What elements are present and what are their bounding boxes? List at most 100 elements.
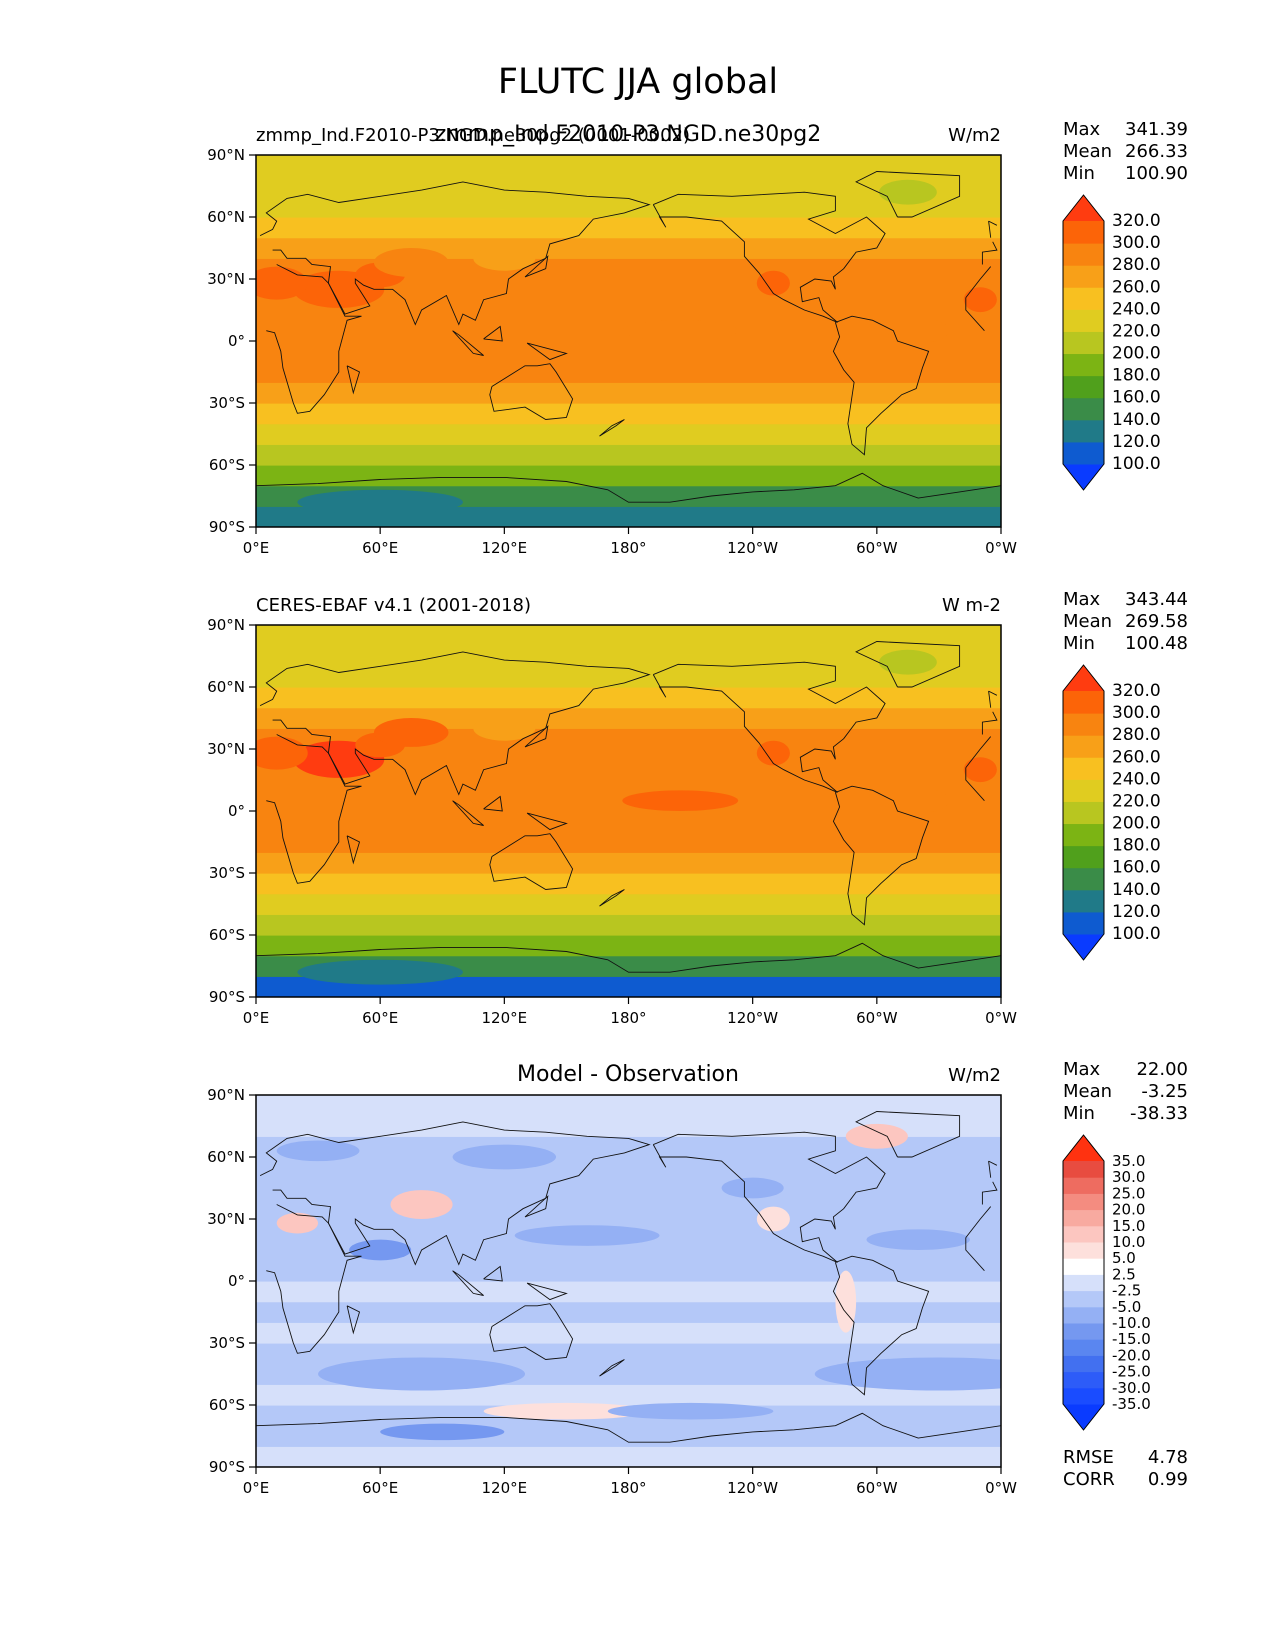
stat-min-label: Min <box>1063 163 1095 184</box>
zonal-band <box>256 645 1001 667</box>
map-field-difference <box>256 1095 1001 1467</box>
colorbar-bin <box>1063 287 1104 310</box>
colorbar-bin <box>1063 1209 1104 1227</box>
anomaly-region <box>756 740 790 766</box>
y-tick-label: 0° <box>228 332 245 350</box>
y-tick-label: 60°S <box>209 1396 245 1414</box>
zonal-band <box>256 852 1001 874</box>
x-tick-label: 60°W <box>856 1009 898 1027</box>
colorbar-bin <box>1063 353 1104 377</box>
stat-rmse-value: 4.78 <box>1148 1447 1188 1468</box>
anomaly-region <box>866 1229 970 1250</box>
coastline <box>965 1237 985 1272</box>
x-tick-label: 60°E <box>362 539 398 557</box>
y-tick-label: 60°S <box>209 456 245 474</box>
colorbar-tick-label: -5.0 <box>1112 1298 1141 1316</box>
colorbar-bin <box>1063 911 1104 935</box>
zonal-band <box>256 1136 1001 1158</box>
colorbar-tick-label: 200.0 <box>1112 344 1161 364</box>
coastline <box>489 833 574 890</box>
coastline <box>346 365 361 395</box>
coastline <box>256 942 1001 973</box>
panel-title: Model - Observation <box>517 1062 739 1087</box>
anomaly-region <box>318 1357 526 1391</box>
anomaly-region <box>380 1423 505 1441</box>
colorbar-bin <box>1063 1274 1104 1292</box>
coastline <box>599 419 625 437</box>
coastline <box>965 767 985 802</box>
anomaly-region <box>256 266 308 300</box>
zonal-band <box>256 1239 1001 1261</box>
panel-units: W m-2 <box>942 595 1001 616</box>
anomaly-region <box>483 1402 650 1420</box>
y-tick-label: 90°N <box>207 1086 245 1104</box>
stats-block: Max 341.39 Mean 266.33 Min 100.90 <box>1063 119 1188 184</box>
panel-model: zmmp_Ind.F2010-P3.NGD.ne30pg2 zmmp_Ind.F… <box>207 119 1188 557</box>
colorbar-tick-label: -2.5 <box>1112 1282 1141 1300</box>
coastline <box>981 711 998 735</box>
stat-max-value: 343.44 <box>1125 589 1188 610</box>
x-tick-label: 0°E <box>243 1009 270 1027</box>
anomaly-region <box>622 790 739 812</box>
coastline <box>483 1265 503 1282</box>
x-tick-label: 60°W <box>856 539 898 557</box>
colorbar-bin <box>1063 1290 1104 1308</box>
zonal-band <box>256 423 1001 445</box>
x-tick-label: 60°E <box>362 1009 398 1027</box>
zonal-band <box>256 155 1001 177</box>
coastline <box>526 812 568 831</box>
colorbar-tick-label: 2.5 <box>1112 1265 1136 1283</box>
zonal-band <box>256 1322 1001 1344</box>
stats-block: Max 22.00 Mean -3.25 Min -38.33 <box>1063 1059 1188 1124</box>
colorbar-bin <box>1063 1323 1104 1340</box>
colorbar-bin <box>1063 1355 1104 1373</box>
anomaly-region <box>845 1123 908 1149</box>
stat-mean-label: Mean <box>1063 1081 1112 1102</box>
coastline <box>526 342 568 361</box>
colorbar-extend-min <box>1063 464 1104 490</box>
zonal-band <box>256 831 1001 853</box>
colorbar-bin <box>1063 1339 1104 1356</box>
stat-min-value: -38.33 <box>1130 1103 1188 1124</box>
colorbar-tick-label: 15.0 <box>1112 1217 1145 1235</box>
colorbar-tick-label: 300.0 <box>1112 703 1161 723</box>
stat-mean-value: 266.33 <box>1125 141 1188 162</box>
zonal-band <box>256 1095 1001 1117</box>
y-tick-label: 60°S <box>209 926 245 944</box>
colorbar-tick-label: 20.0 <box>1112 1201 1145 1219</box>
coastline <box>652 1131 886 1263</box>
colorbar-tick-label: 280.0 <box>1112 255 1161 275</box>
stat-mean-label: Mean <box>1063 611 1112 632</box>
coastline <box>965 736 992 768</box>
anomaly-region <box>607 1402 774 1420</box>
colorbar-bin <box>1063 375 1104 399</box>
colorbar-bin <box>1063 889 1104 913</box>
stat-min-label: Min <box>1063 1103 1095 1124</box>
colorbar-extend-max <box>1063 665 1104 691</box>
coastline <box>489 363 574 420</box>
colorbar-tick-label: 240.0 <box>1112 299 1161 319</box>
zonal-band <box>256 175 1001 197</box>
coastline <box>981 241 998 265</box>
panel-difference: Model - Observation W/m2 90°N 60°N 30°N 0° 3… <box>207 1059 1188 1497</box>
panel-observation: CERES-EBAF v4.1 (2001-2018) W m-2 90°N 60… <box>207 589 1188 1027</box>
colorbar-bin <box>1063 221 1104 244</box>
zonal-band <box>256 935 1001 957</box>
stat-max-value: 22.00 <box>1136 1059 1188 1080</box>
anomaly-region <box>835 1270 857 1333</box>
colorbar-bin <box>1063 1193 1104 1211</box>
colorbar-outline <box>1062 194 1105 491</box>
colorbar-extend-max <box>1063 1135 1104 1161</box>
zonal-band <box>256 976 1001 997</box>
anomaly-region <box>390 1190 453 1219</box>
colorbar-tick-label: 25.0 <box>1112 1184 1145 1202</box>
anomaly-region <box>963 287 997 313</box>
colorbar-tick-label: 180.0 <box>1112 836 1161 856</box>
zonal-band <box>256 299 1001 321</box>
zonal-band <box>256 769 1001 791</box>
colorbar-tick-label: 160.0 <box>1112 858 1161 878</box>
coastline <box>832 1255 930 1396</box>
anomaly-region <box>276 1212 319 1234</box>
y-tick-label: 30°S <box>209 864 245 882</box>
colorbar-tick-label: 240.0 <box>1112 769 1161 789</box>
